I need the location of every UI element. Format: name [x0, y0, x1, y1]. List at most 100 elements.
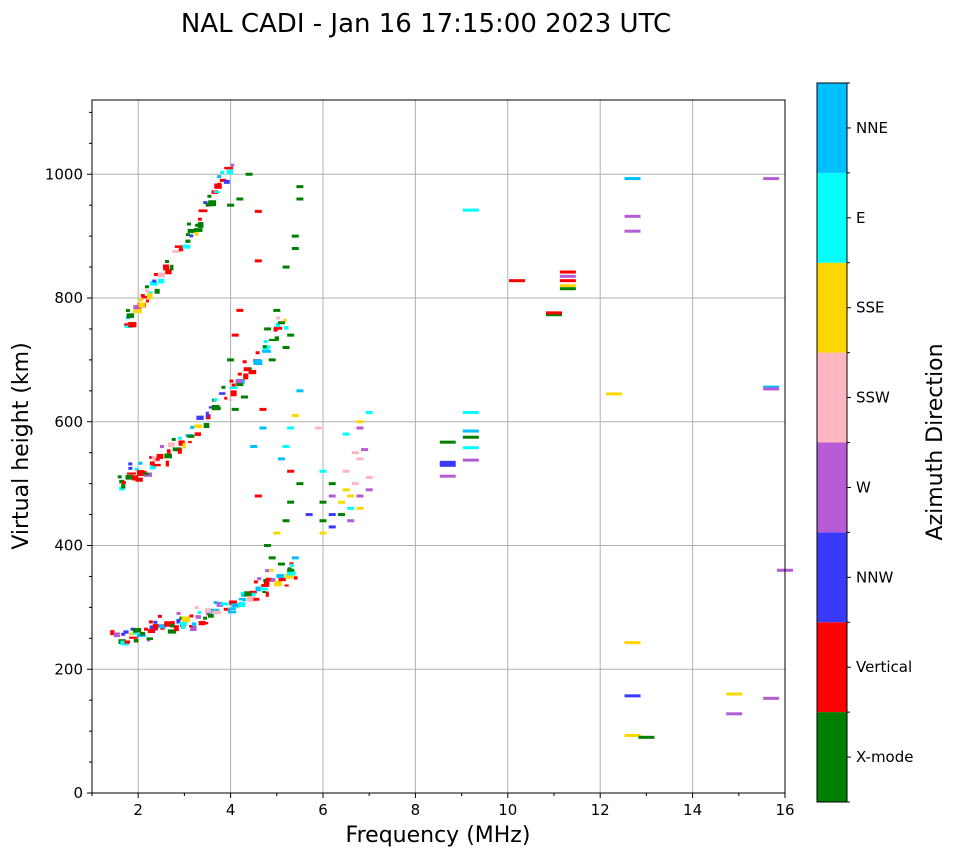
echo-mark	[148, 620, 153, 624]
echo-point	[559, 274, 576, 278]
echo-mark	[154, 288, 160, 294]
echo-point	[328, 513, 336, 517]
echo-mark	[148, 291, 153, 295]
colorbar-segment-vertical	[817, 622, 847, 713]
echo-point	[624, 694, 641, 698]
echo-point	[259, 407, 267, 411]
echo-mark	[238, 601, 246, 608]
y-axis-ticks: 0 200 400 600 800 1000	[45, 111, 92, 802]
echo-point	[245, 172, 253, 176]
colorbar-frame	[816, 82, 848, 803]
echo-mark	[221, 385, 226, 389]
echo-mark	[158, 624, 166, 629]
echo-mark	[133, 631, 138, 635]
echo-mark	[262, 345, 267, 349]
echo-mark	[229, 600, 238, 605]
echo-mark	[194, 432, 201, 436]
echo-mark	[190, 626, 197, 631]
echo-mark	[274, 336, 279, 341]
echo-mark	[230, 390, 237, 397]
echo-mark	[263, 579, 268, 583]
echo-mark	[255, 586, 262, 592]
echo-mark	[194, 230, 199, 236]
echo-mark	[276, 574, 285, 578]
echo-mark	[138, 461, 143, 465]
echo-mark	[176, 618, 181, 624]
echo-point	[726, 692, 743, 696]
echo-mark	[229, 386, 238, 389]
echo-mark	[217, 175, 222, 179]
colorbar-tick-label: NNE	[856, 119, 888, 137]
echo-point	[296, 197, 304, 201]
echo-mark	[230, 163, 235, 167]
x-tick-label: 2	[133, 801, 143, 819]
echo-mark	[286, 571, 296, 576]
echo-mark	[170, 621, 175, 625]
echo-point	[273, 308, 281, 312]
echo-point	[231, 407, 239, 411]
echo-point	[546, 311, 562, 315]
echo-mark	[168, 442, 175, 448]
echo-mark	[147, 629, 156, 634]
echo-mark	[149, 461, 155, 466]
echo-mark	[273, 326, 283, 330]
echo-point	[351, 482, 359, 486]
echo-mark	[208, 200, 217, 207]
echo-mark	[259, 587, 268, 591]
echo-mark	[145, 289, 150, 293]
echo-point	[365, 410, 373, 414]
echo-mark	[263, 340, 268, 344]
echo-mark	[156, 453, 164, 459]
echo-point	[559, 284, 576, 288]
echo-point	[328, 525, 336, 529]
echo-mark	[265, 569, 270, 573]
echo-mark	[176, 611, 181, 615]
echo-mark	[231, 603, 241, 608]
echo-mark	[275, 322, 281, 328]
echo-mark	[263, 345, 271, 349]
echo-point	[462, 208, 479, 212]
echo-mark	[143, 627, 148, 631]
echo-mark	[214, 183, 222, 189]
echo-point	[291, 247, 299, 250]
echo-mark	[153, 620, 158, 624]
echo-mark	[284, 584, 289, 587]
echo-mark	[140, 294, 145, 298]
colorbar-tick-label: SSW	[856, 389, 890, 407]
echo-point	[624, 229, 641, 233]
echo-mark	[257, 577, 262, 581]
echo-mark	[125, 309, 130, 313]
echo-mark	[204, 608, 213, 613]
echo-point	[250, 445, 258, 448]
colorbar-tick-label: X-mode	[856, 748, 913, 766]
echo-point	[296, 185, 304, 189]
echo-mark	[139, 470, 147, 476]
echo-point	[282, 519, 290, 523]
echo-point	[439, 474, 456, 478]
echo-mark	[238, 598, 246, 601]
echo-point	[509, 279, 526, 283]
echo-mark	[144, 285, 149, 289]
y-tick-label: 800	[54, 289, 83, 307]
echo-mark	[224, 179, 230, 184]
echo-mark	[198, 209, 208, 213]
echo-point	[268, 556, 276, 560]
echo-point	[356, 506, 364, 510]
y-tick-label: 200	[54, 660, 83, 678]
echo-point	[763, 696, 780, 700]
echo-mark	[117, 475, 122, 479]
echo-point	[277, 457, 285, 461]
echo-mark	[195, 223, 200, 227]
echo-mark	[207, 194, 212, 198]
colorbar-segment-e	[817, 172, 847, 263]
echo-mark	[262, 348, 270, 351]
echo-mark	[119, 486, 125, 491]
colorbar-segment-sse	[817, 262, 847, 353]
echo-point	[624, 177, 641, 181]
colorbar-segment-nne	[817, 83, 847, 173]
echo-mark	[149, 455, 154, 459]
echo-mark	[149, 280, 158, 286]
echo-point	[356, 426, 364, 430]
echo-point	[559, 287, 576, 291]
echo-mark	[152, 463, 161, 467]
